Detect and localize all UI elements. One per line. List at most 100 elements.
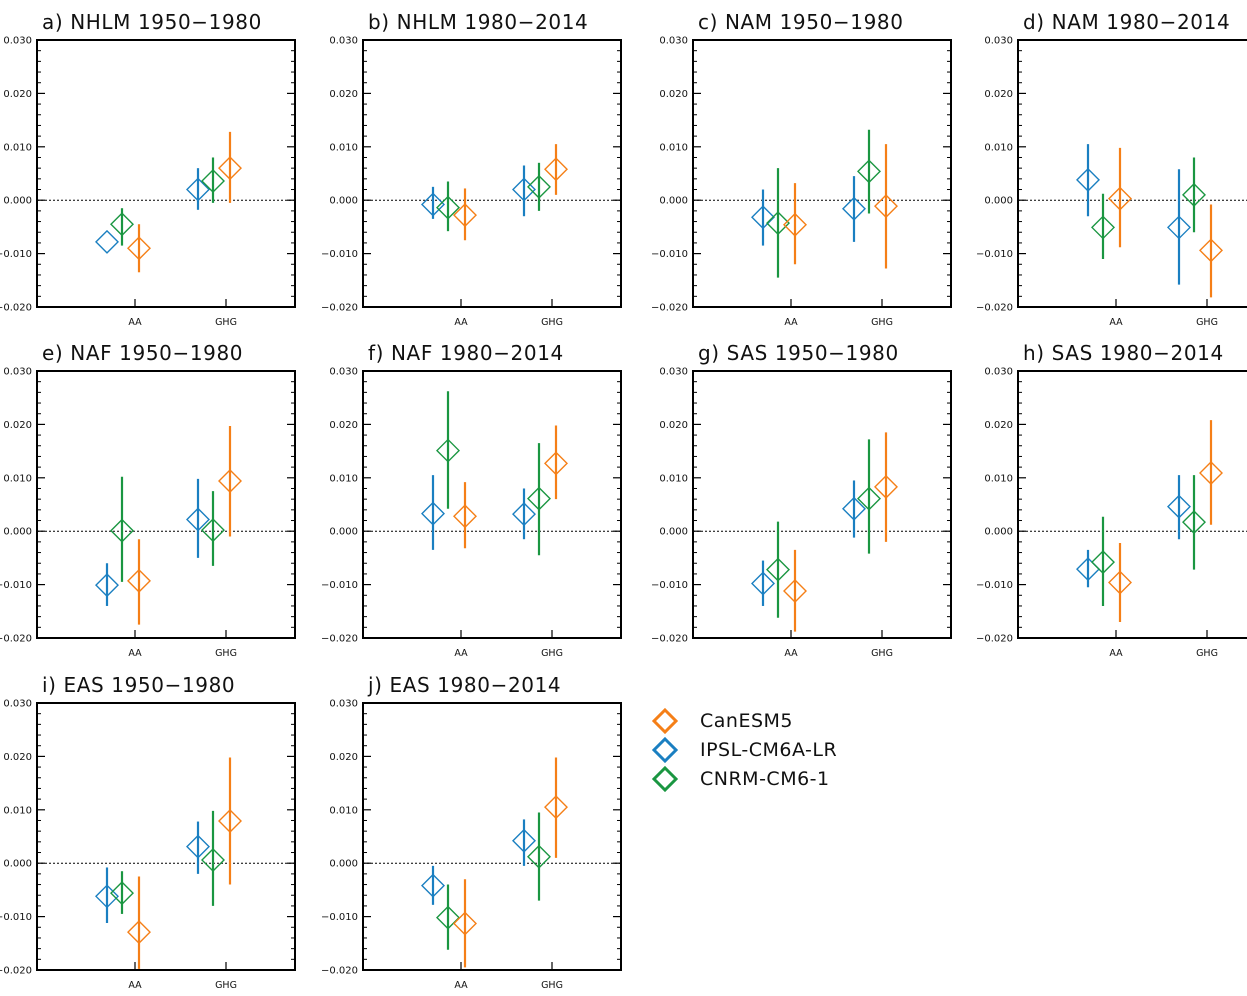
y-tick-label: 0.020 (329, 752, 358, 763)
y-tick-label: −0.010 (0, 912, 32, 923)
data-point-diamond (218, 156, 242, 181)
x-tick-label: GHG (1196, 317, 1218, 328)
panel: i) EAS 1950−1980 0.030 0.020 0.010 0.000 −0.0… (0, 673, 296, 991)
data-point-diamond (783, 212, 807, 237)
panel: e) NAF 1950−1980 0.030 0.020 0.010 0.000 −0.0… (0, 341, 296, 659)
y-tick-label: 0.030 (329, 367, 358, 378)
y-tick-label: −0.010 (321, 580, 358, 591)
data-point-diamond (453, 203, 477, 228)
data-point-diamond (874, 474, 898, 499)
y-tick-label: 0.020 (329, 89, 358, 100)
plot-frame (36, 702, 296, 971)
data-point-diamond (95, 229, 119, 254)
y-tick-label: 0.010 (329, 142, 358, 153)
y-tick-label: 0.030 (984, 367, 1013, 378)
data-point-diamond (436, 905, 460, 930)
data-point-diamond (1199, 238, 1223, 263)
panel: a) NHLM 1950−1980 0.030 0.020 0.010 0.000 −0.… (0, 10, 296, 328)
data-point-diamond (842, 196, 866, 221)
y-tick-label: −0.010 (0, 580, 32, 591)
panel-title: j) EAS 1980−2014 (367, 673, 561, 697)
data-point-diamond (436, 438, 460, 463)
plot-frame (36, 39, 296, 308)
data-point-diamond (127, 920, 151, 945)
panel: b) NHLM 1980−2014 0.030 0.020 0.010 0.000 −0.… (321, 10, 622, 328)
legend-label: CNRM-CM6-1 (700, 768, 830, 790)
data-point-diamond (218, 469, 242, 493)
data-point-diamond (201, 518, 225, 543)
y-tick-label: 0.010 (329, 473, 358, 484)
data-point-diamond (842, 496, 866, 521)
y-tick-label: 0.030 (984, 36, 1013, 47)
y-tick-label: 0.000 (3, 859, 32, 870)
y-tick-label: 0.010 (329, 805, 358, 816)
plot-frame (692, 39, 952, 308)
legend-item-ipsl: IPSL-CM6A-LR (652, 737, 837, 763)
data-point-diamond (544, 157, 568, 182)
legend-diamond-icon (652, 737, 678, 763)
x-tick-label: GHG (871, 317, 893, 328)
y-tick-label: 0.030 (329, 36, 358, 47)
x-tick-label: AA (128, 980, 142, 991)
x-tick-label: AA (784, 648, 798, 659)
plot-frame (692, 370, 952, 639)
data-point-diamond (201, 168, 225, 193)
data-point-diamond (1091, 215, 1115, 240)
x-tick-label: AA (784, 317, 798, 328)
y-tick-label: −0.010 (651, 249, 688, 260)
data-point-diamond (421, 501, 445, 526)
y-tick-label: 0.030 (329, 699, 358, 710)
y-tick-label: −0.010 (976, 249, 1013, 260)
data-point-diamond (186, 177, 210, 202)
x-tick-label: GHG (215, 317, 237, 328)
y-tick-label: 0.010 (984, 142, 1013, 153)
panel-title: b) NHLM 1980−2014 (368, 10, 588, 34)
data-point-diamond (127, 236, 151, 261)
legend-item-canesm5: CanESM5 (652, 708, 793, 734)
data-point-diamond (186, 507, 210, 532)
plot-frame (362, 370, 622, 639)
plot-frame (362, 39, 622, 308)
x-tick-label: AA (454, 317, 468, 328)
y-tick-label: 0.010 (984, 473, 1013, 484)
data-point-diamond (110, 212, 134, 237)
legend-item-cnrm: CNRM-CM6-1 (652, 766, 830, 792)
data-point-diamond (527, 486, 551, 511)
x-tick-label: AA (1109, 648, 1123, 659)
y-tick-label: 0.020 (329, 420, 358, 431)
x-tick-label: GHG (871, 648, 893, 659)
y-tick-label: −0.020 (976, 634, 1013, 645)
y-tick-label: −0.020 (651, 303, 688, 314)
data-point-diamond (527, 844, 551, 869)
y-tick-label: 0.030 (3, 367, 32, 378)
data-point-diamond (527, 174, 551, 199)
data-point-diamond (766, 557, 790, 582)
data-point-diamond (1108, 186, 1132, 211)
y-tick-label: 0.020 (984, 89, 1013, 100)
data-point-diamond (453, 911, 477, 936)
y-tick-label: 0.000 (329, 196, 358, 207)
data-point-diamond (1167, 215, 1191, 240)
x-tick-label: GHG (1196, 648, 1218, 659)
data-point-diamond (1091, 550, 1115, 575)
y-tick-label: 0.030 (3, 699, 32, 710)
y-tick-label: 0.010 (659, 473, 688, 484)
y-tick-label: 0.020 (659, 420, 688, 431)
data-point-diamond (127, 568, 151, 593)
y-tick-label: 0.030 (659, 367, 688, 378)
y-tick-label: 0.000 (329, 527, 358, 538)
x-tick-label: GHG (215, 980, 237, 991)
y-tick-label: −0.020 (0, 966, 32, 977)
data-point-diamond (201, 848, 225, 872)
y-tick-label: −0.020 (0, 303, 32, 314)
x-tick-label: AA (128, 648, 142, 659)
data-point-diamond (95, 884, 119, 909)
y-tick-label: −0.010 (651, 580, 688, 591)
y-tick-label: 0.020 (3, 89, 32, 100)
data-point-diamond (751, 571, 775, 596)
y-tick-label: 0.000 (659, 527, 688, 538)
y-tick-label: 0.000 (3, 196, 32, 207)
panel: f) NAF 1980−2014 0.030 0.020 0.010 0.000 −0.0… (321, 341, 622, 659)
panel: h) SAS 1980−2014 0.030 0.020 0.010 0.000 −0.0… (976, 341, 1247, 659)
